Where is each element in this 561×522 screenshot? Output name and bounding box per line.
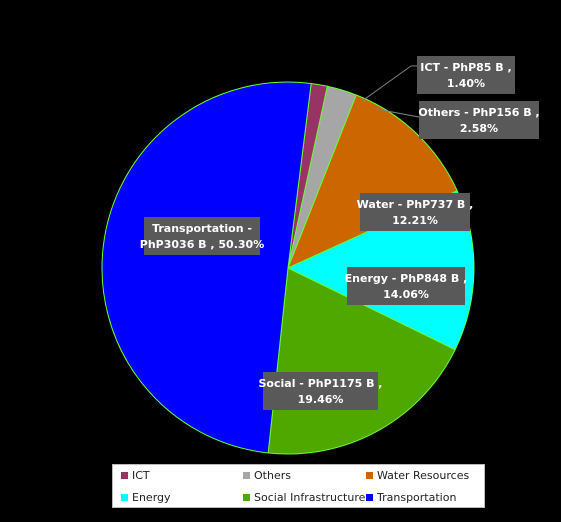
legend-item-transportation: Transportation [366, 491, 456, 504]
legend-item-ict: ICT [121, 469, 150, 482]
legend-label: ICT [132, 469, 150, 482]
legend-label: Water Resources [377, 469, 470, 482]
legend-label: Energy [132, 491, 171, 504]
data-label-text: ICT - PhP85 B , [420, 61, 511, 74]
pie-slice-transportation [101, 81, 312, 454]
data-label-text: Others - PhP156 B , [418, 106, 539, 119]
data-label-box [360, 193, 470, 231]
data-label-text: 14.06% [383, 288, 429, 301]
data-label-others: Others - PhP156 B , 2.58% [418, 101, 540, 139]
legend-swatch [121, 494, 128, 501]
legend-swatch [243, 494, 250, 501]
data-label-text: Social - PhP1175 B , [259, 377, 383, 390]
legend-item-social-infrastructure: Social Infrastructure [243, 491, 365, 504]
legend-swatch [121, 472, 128, 479]
data-label-transportation: Transportation - PhP3036 B , 50.30% [140, 217, 264, 255]
data-label-ict: ICT - PhP85 B , 1.40% [417, 56, 515, 94]
leader-line [375, 108, 420, 118]
legend-swatch [366, 472, 373, 479]
data-label-text: 1.40% [447, 77, 485, 90]
data-label-box [144, 217, 260, 255]
data-label-text: Transportation - [152, 222, 252, 235]
legend: ICT Others Water Resources Energy Social Inf… [112, 464, 485, 508]
data-label-box [263, 372, 378, 410]
leader-line [361, 65, 417, 102]
data-label-text: PhP3036 B , 50.30% [140, 238, 264, 251]
legend-item-water-resources: Water Resources [366, 469, 469, 482]
data-label-box [347, 267, 465, 305]
data-labels: ICT - PhP85 B , 1.40% Others - PhP156 B , 2… [140, 56, 540, 410]
data-label-social-infrastructure: Social - PhP1175 B , 19.46% [259, 372, 383, 410]
leader-lines [361, 65, 420, 118]
legend-item-others: Others [243, 469, 291, 482]
legend-label: Social Infrastructure [254, 491, 366, 504]
data-label-text: 19.46% [298, 393, 344, 406]
legend-item-energy: Energy [121, 491, 171, 504]
data-label-box [417, 56, 515, 94]
legend-label: Transportation [377, 491, 457, 504]
data-label-text: Water - PhP737 B , [357, 198, 474, 211]
legend-swatch [243, 472, 250, 479]
data-label-box [419, 101, 539, 139]
legend-label: Others [254, 469, 291, 482]
data-label-water-resources: Water - PhP737 B , 12.21% [357, 193, 474, 231]
legend-swatch [366, 494, 373, 501]
data-label-energy: Energy - PhP848 B , 14.06% [345, 267, 468, 305]
data-label-text: 2.58% [460, 122, 498, 135]
data-label-text: 12.21% [392, 214, 438, 227]
data-label-text: Energy - PhP848 B , [345, 272, 468, 285]
